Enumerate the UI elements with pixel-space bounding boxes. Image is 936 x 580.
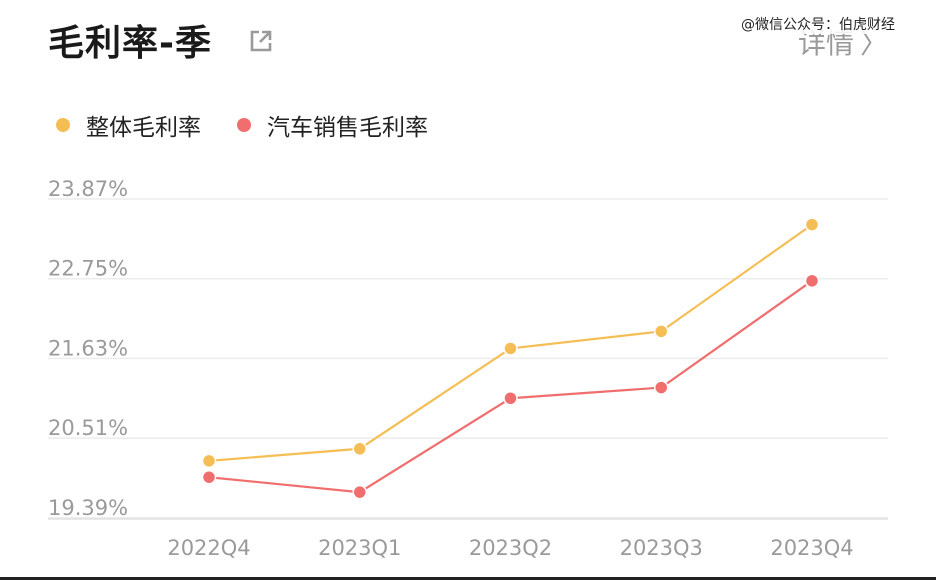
data-point-series-0	[503, 341, 518, 356]
external-link-icon[interactable]	[248, 28, 274, 54]
legend-item-overall: 整体毛利率	[56, 108, 201, 142]
legend-label-overall: 整体毛利率	[86, 115, 201, 141]
data-point-series-1	[201, 469, 217, 485]
y-tick-label: 23.87%	[48, 177, 128, 201]
y-tick-label: 22.75%	[48, 257, 128, 281]
legend-item-auto-sales: 汽车销售毛利率	[237, 108, 428, 142]
legend-label-auto-sales: 汽车销售毛利率	[267, 115, 428, 141]
bottom-divider	[0, 577, 936, 580]
data-point-series-1	[804, 273, 820, 289]
y-tick-label: 20.51%	[48, 416, 128, 440]
x-tick-label: 2023Q4	[770, 536, 853, 560]
series-line-1	[208, 279, 813, 494]
data-point-series-0	[804, 217, 820, 232]
data-point-series-0	[201, 453, 217, 469]
page-title: 毛利率-季	[48, 23, 212, 64]
x-tick-label: 2023Q1	[318, 536, 401, 560]
data-point-series-0	[654, 324, 669, 339]
data-point-series-1	[352, 484, 367, 500]
data-point-series-0	[352, 441, 367, 457]
y-tick-label: 19.39%	[48, 496, 128, 520]
legend: 整体毛利率 汽车销售毛利率	[56, 108, 428, 142]
data-point-series-1	[503, 391, 518, 406]
legend-dot-overall	[56, 118, 70, 132]
legend-dot-auto-sales	[237, 118, 251, 132]
watermark: @微信公众号：伯虎财经	[741, 14, 895, 34]
x-tick-label: 2023Q2	[469, 536, 552, 560]
y-tick-label: 21.63%	[48, 336, 128, 360]
x-tick-label: 2022Q4	[167, 536, 250, 560]
x-tick-label: 2023Q3	[620, 536, 703, 560]
data-point-series-1	[654, 380, 669, 395]
